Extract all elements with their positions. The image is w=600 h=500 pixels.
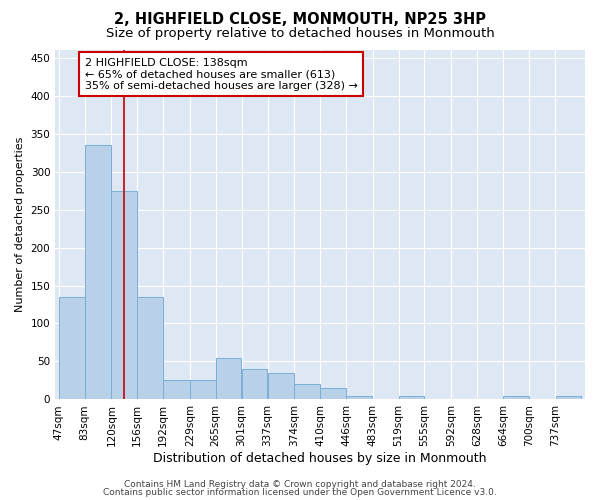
Bar bbox=[346, 396, 373, 400]
Y-axis label: Number of detached properties: Number of detached properties bbox=[15, 137, 25, 312]
Bar bbox=[268, 373, 294, 400]
Text: 2, HIGHFIELD CLOSE, MONMOUTH, NP25 3HP: 2, HIGHFIELD CLOSE, MONMOUTH, NP25 3HP bbox=[114, 12, 486, 28]
Bar bbox=[137, 297, 163, 400]
X-axis label: Distribution of detached houses by size in Monmouth: Distribution of detached houses by size … bbox=[154, 452, 487, 465]
Bar bbox=[59, 297, 85, 400]
Bar bbox=[503, 396, 529, 400]
Bar bbox=[320, 388, 346, 400]
Bar bbox=[216, 358, 241, 400]
Text: 2 HIGHFIELD CLOSE: 138sqm
← 65% of detached houses are smaller (613)
35% of semi: 2 HIGHFIELD CLOSE: 138sqm ← 65% of detac… bbox=[85, 58, 358, 91]
Bar bbox=[242, 369, 268, 400]
Bar bbox=[556, 396, 581, 400]
Bar bbox=[112, 190, 137, 400]
Bar bbox=[190, 380, 215, 400]
Text: Size of property relative to detached houses in Monmouth: Size of property relative to detached ho… bbox=[106, 28, 494, 40]
Text: Contains public sector information licensed under the Open Government Licence v3: Contains public sector information licen… bbox=[103, 488, 497, 497]
Bar bbox=[399, 396, 424, 400]
Bar bbox=[85, 145, 111, 400]
Bar bbox=[163, 380, 190, 400]
Bar bbox=[295, 384, 320, 400]
Text: Contains HM Land Registry data © Crown copyright and database right 2024.: Contains HM Land Registry data © Crown c… bbox=[124, 480, 476, 489]
